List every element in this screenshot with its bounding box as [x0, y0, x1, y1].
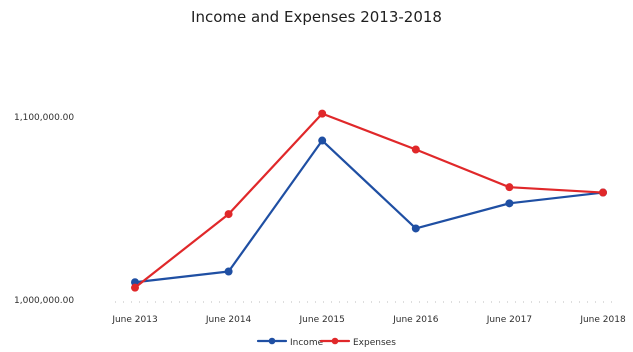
series-expenses — [131, 109, 607, 292]
data-point-income — [224, 267, 233, 276]
legend-label-income: Income — [290, 338, 324, 348]
legend-marker-expenses — [331, 337, 339, 345]
data-point-expenses — [505, 183, 514, 192]
x-tick-label: June 2017 — [486, 315, 532, 325]
legend-item-income: Income — [256, 337, 324, 348]
series-line-income — [133, 139, 605, 284]
data-point-expenses — [318, 109, 327, 118]
data-point-income — [505, 199, 514, 208]
data-point-income — [411, 224, 420, 233]
data-point-expenses — [599, 188, 607, 197]
y-tick-label: 1,100,000.00 — [14, 113, 74, 123]
legend-item-expenses: Expenses — [319, 337, 396, 348]
legend-label-expenses: Expenses — [353, 338, 396, 348]
x-tick-label: June 2016 — [392, 315, 439, 325]
legend: Income Expenses — [256, 337, 396, 348]
x-tick-label: June 2015 — [299, 315, 345, 325]
series-income — [131, 136, 607, 287]
data-point-expenses — [131, 283, 139, 292]
x-tick-label: June 2014 — [205, 315, 252, 325]
data-point-income — [318, 136, 327, 145]
x-tick-label: June 2018 — [579, 315, 626, 325]
data-point-expenses — [224, 210, 233, 219]
legend-marker-income — [268, 337, 276, 345]
y-axis-ticks: 1,100,000.00 1,000,000.00 — [14, 113, 74, 306]
series-line-expenses — [133, 112, 605, 289]
x-axis-ticks: June 2013 June 2014 June 2015 June 2016 June… — [111, 315, 626, 325]
chart-title: Income and Expenses 2013-2018 — [191, 8, 442, 26]
x-tick-label: June 2013 — [111, 315, 157, 325]
y-tick-label: 1,000,000.00 — [14, 296, 74, 306]
data-point-expenses — [411, 145, 420, 154]
series-layer — [131, 109, 607, 292]
